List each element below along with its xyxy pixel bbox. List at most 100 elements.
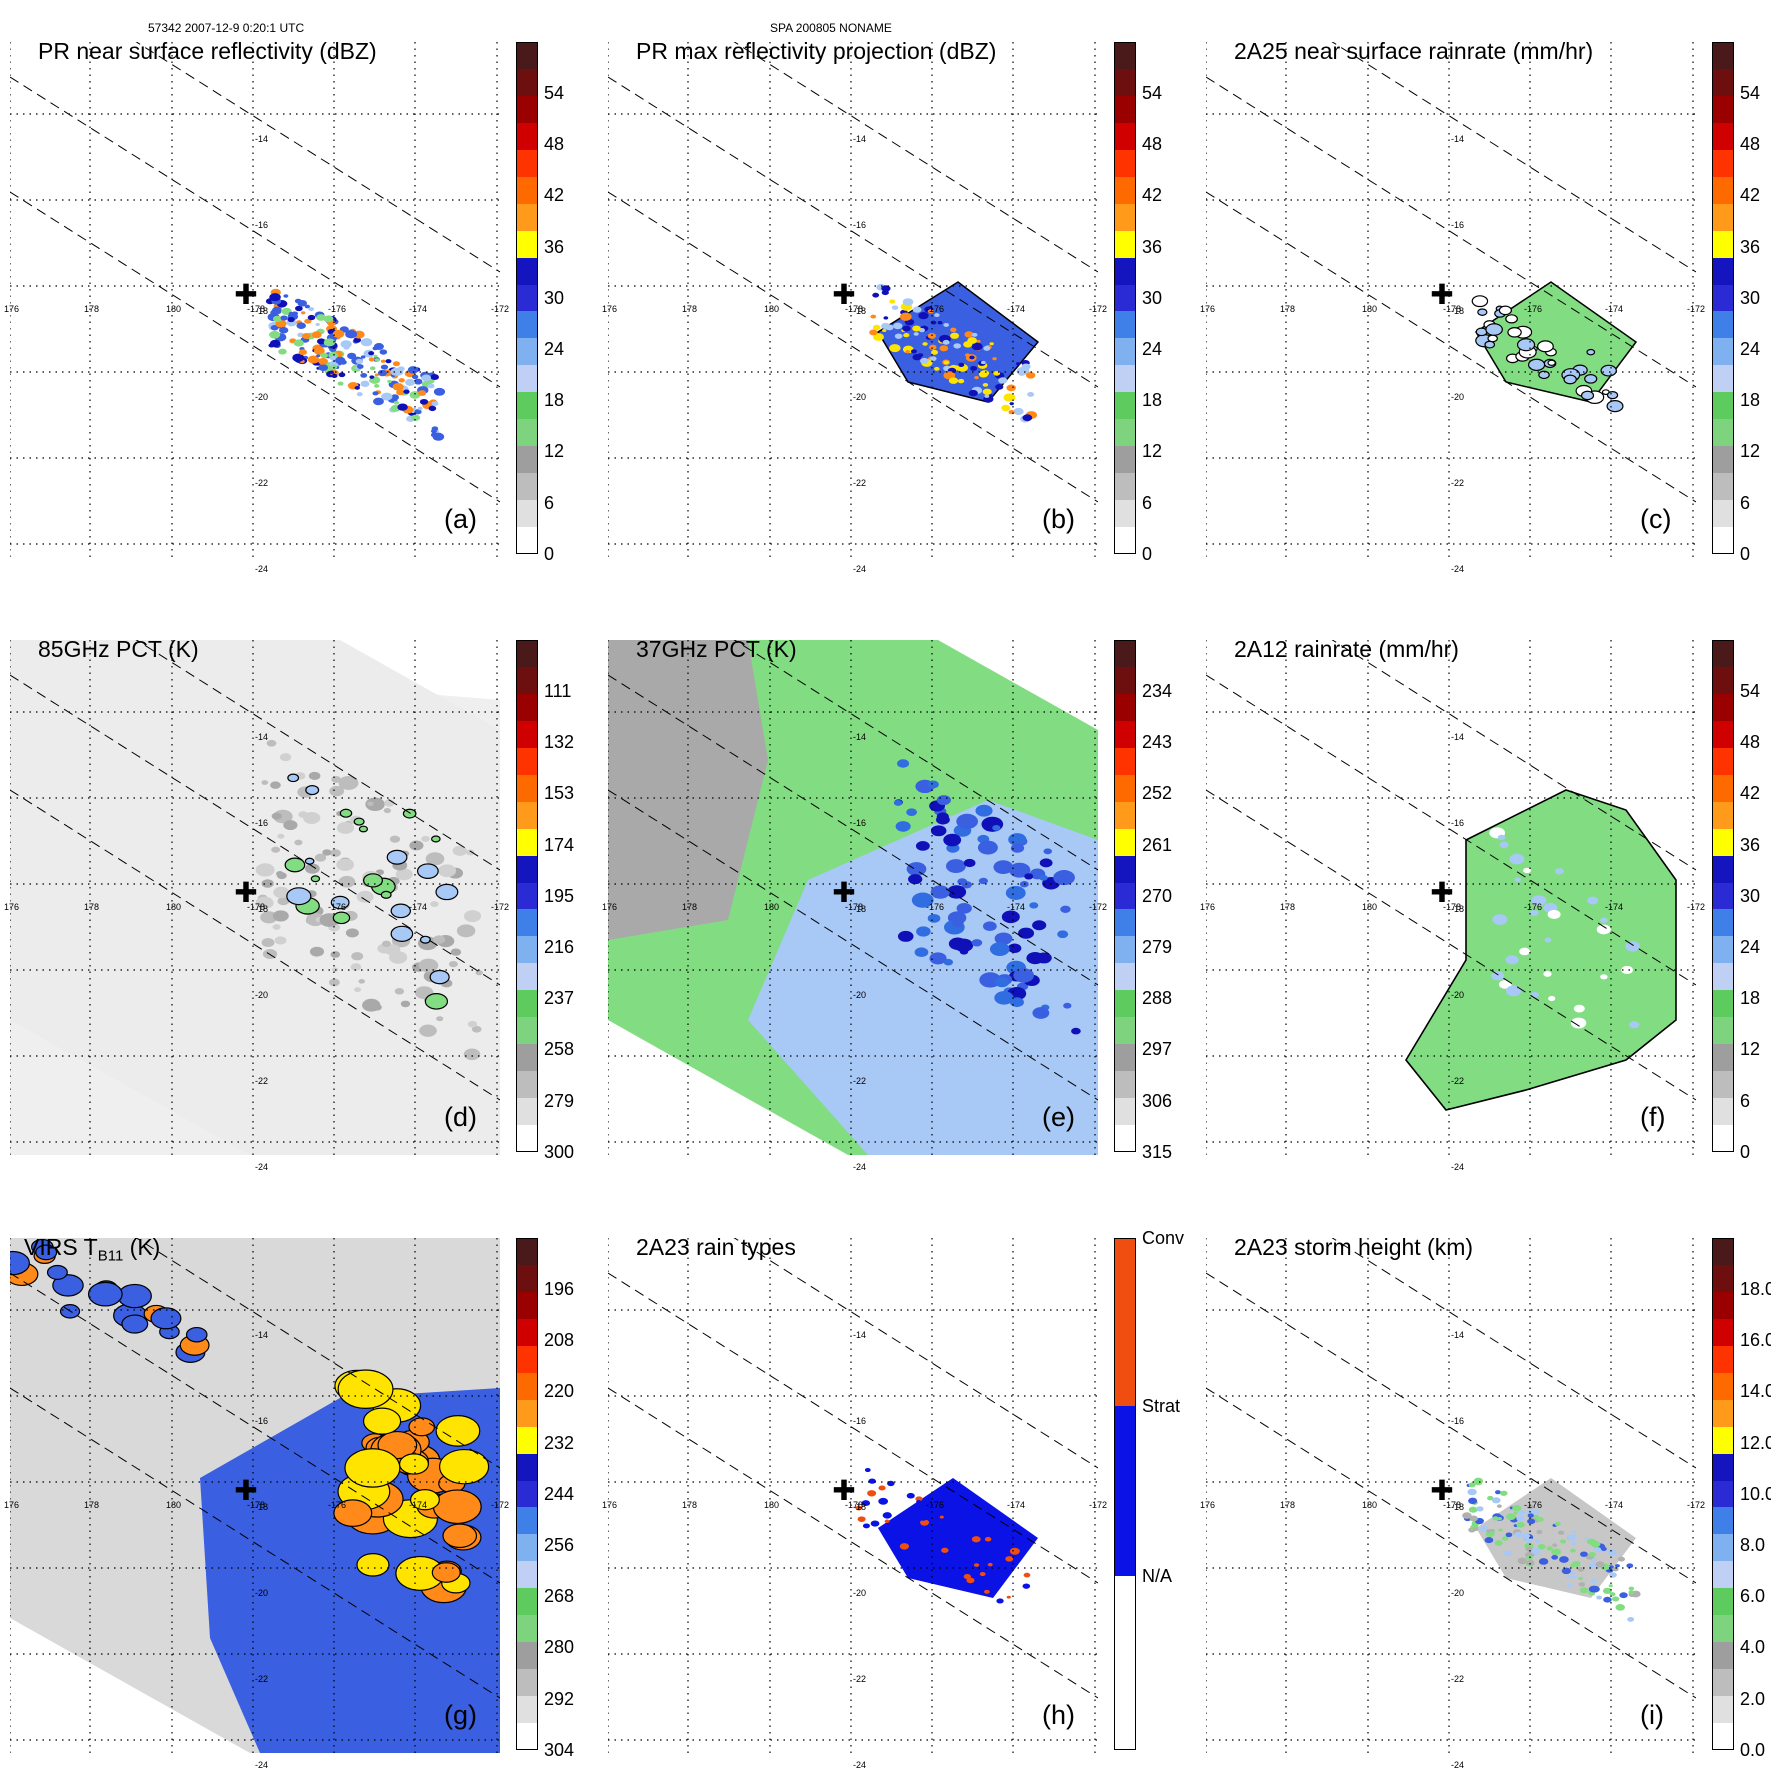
rain-pixel [330, 895, 350, 910]
rain-pixel [1546, 1546, 1554, 1551]
panel-title: 2A23 storm height (km) [1234, 1234, 1474, 1260]
rain-pixel [467, 1020, 478, 1028]
rain-pixel [931, 349, 939, 355]
colorbar-segment [1114, 774, 1136, 803]
colorbar-segment [1114, 392, 1136, 420]
lat-label: -18 [255, 1502, 269, 1512]
rain-pixel [465, 849, 475, 856]
colorbar-segment [516, 473, 538, 501]
colorbar-segment [1114, 882, 1136, 910]
rain-pixel [1491, 1497, 1501, 1504]
rain-pixel [1578, 1582, 1586, 1587]
rain-pixel [956, 902, 972, 914]
colorbar-segment [1712, 1669, 1734, 1697]
rain-pixel [881, 285, 891, 292]
colorbar-tick: 232 [544, 1432, 575, 1453]
colorbar-segment [1712, 1098, 1734, 1126]
lon-label: -176 [926, 1500, 945, 1510]
lat-label: -14 [853, 732, 867, 742]
colorbar-tick: 304 [544, 1739, 575, 1760]
rain-pixel [1471, 295, 1489, 308]
lat-label: -18 [853, 306, 867, 316]
colorbar-tick: 54 [1142, 83, 1163, 103]
rain-pixel [368, 351, 375, 356]
rain-pixel [306, 912, 325, 927]
storm-center-marker: ✚ [234, 876, 257, 909]
colorbar-tick: 24 [1740, 339, 1761, 359]
rain-pixel [889, 344, 901, 353]
rain-pixel [390, 903, 411, 919]
rain-pixel [435, 883, 459, 901]
rain-pixel [1600, 974, 1608, 980]
rain-pixel [1627, 1616, 1635, 1622]
lon-label: -176 [328, 304, 347, 314]
rain-pixel [1561, 1567, 1572, 1575]
colorbar-tick: 10.0 [1740, 1483, 1771, 1504]
lon-label: 178 [682, 304, 698, 314]
rain-pixel [1001, 910, 1020, 924]
colorbar-tick: 48 [1740, 732, 1761, 753]
rain-pixel [358, 979, 365, 984]
colorbar-tick: 42 [1142, 185, 1163, 206]
rain-pixel [998, 377, 1008, 384]
rain-pixel [868, 1478, 876, 1484]
rain-pixel [380, 364, 389, 370]
lat-label: -18 [255, 904, 269, 914]
rain-pixel [1518, 1510, 1525, 1516]
rain-pixel [918, 1514, 928, 1521]
rain-pixel [336, 821, 355, 834]
colorbar-segment [516, 855, 538, 884]
rain-pixel [400, 1000, 411, 1008]
lat-label: -18 [255, 306, 269, 316]
rain-pixel [389, 835, 401, 843]
rain-pixel [1501, 1536, 1509, 1541]
colorbar-segment [1712, 230, 1734, 259]
colorbar-segment [1712, 990, 1734, 1018]
rain-pixel [984, 1589, 990, 1594]
lat-label: -18 [1451, 1502, 1465, 1512]
colorbar-tick: 54 [1740, 681, 1761, 701]
rain-pixel [373, 397, 384, 406]
map-area: ✚ [608, 42, 1098, 557]
colorbar [1114, 640, 1136, 1153]
colorbar-segment [1114, 149, 1136, 178]
rain-pixel [1003, 393, 1016, 402]
colorbar-segment [516, 774, 538, 803]
rain-pixel [1577, 1566, 1585, 1572]
lon-label: -178 [1443, 902, 1462, 912]
rain-pixel [989, 942, 1010, 957]
rain-pixel [1594, 1547, 1602, 1553]
rain-pixel [411, 414, 421, 421]
colorbar-segment [1114, 42, 1136, 70]
panel-title: VIRS TB11 (K) [24, 1234, 160, 1265]
colorbar-segment [516, 909, 538, 937]
lat-label: -22 [255, 1674, 269, 1684]
rain-pixel [1022, 414, 1033, 422]
rain-pixel [1512, 1505, 1522, 1512]
swath-edges [10, 1238, 500, 1699]
rain-pixel [1567, 1583, 1573, 1588]
rain-pixel [1590, 1540, 1601, 1548]
colorbar [1114, 1238, 1136, 1750]
lat-label: -16 [1451, 818, 1465, 828]
rain-pixel [1625, 941, 1641, 952]
colorbar-tick: 6 [544, 492, 555, 513]
map-svg: ✚ [10, 1238, 500, 1753]
rain-pixel [409, 1489, 440, 1511]
map-area: ✚ [10, 1238, 500, 1753]
rain-pixel [905, 350, 910, 354]
lon-label: -176 [926, 304, 945, 314]
colorbar-segment [1114, 936, 1136, 964]
rain-pixel [1551, 1548, 1562, 1556]
rain-pixel [316, 338, 326, 345]
rain-pixel [1485, 323, 1503, 336]
lat-label: -14 [853, 134, 867, 144]
rain-pixel [369, 375, 375, 379]
rain-pixel [278, 326, 289, 334]
map-svg: ✚ [608, 1238, 1098, 1753]
rain-pixel [1609, 1572, 1617, 1578]
lon-label: 180 [764, 304, 780, 314]
rain-pixel [421, 374, 432, 382]
colorbar-segment [1114, 446, 1136, 474]
colorbar-tick: 279 [544, 1090, 575, 1111]
